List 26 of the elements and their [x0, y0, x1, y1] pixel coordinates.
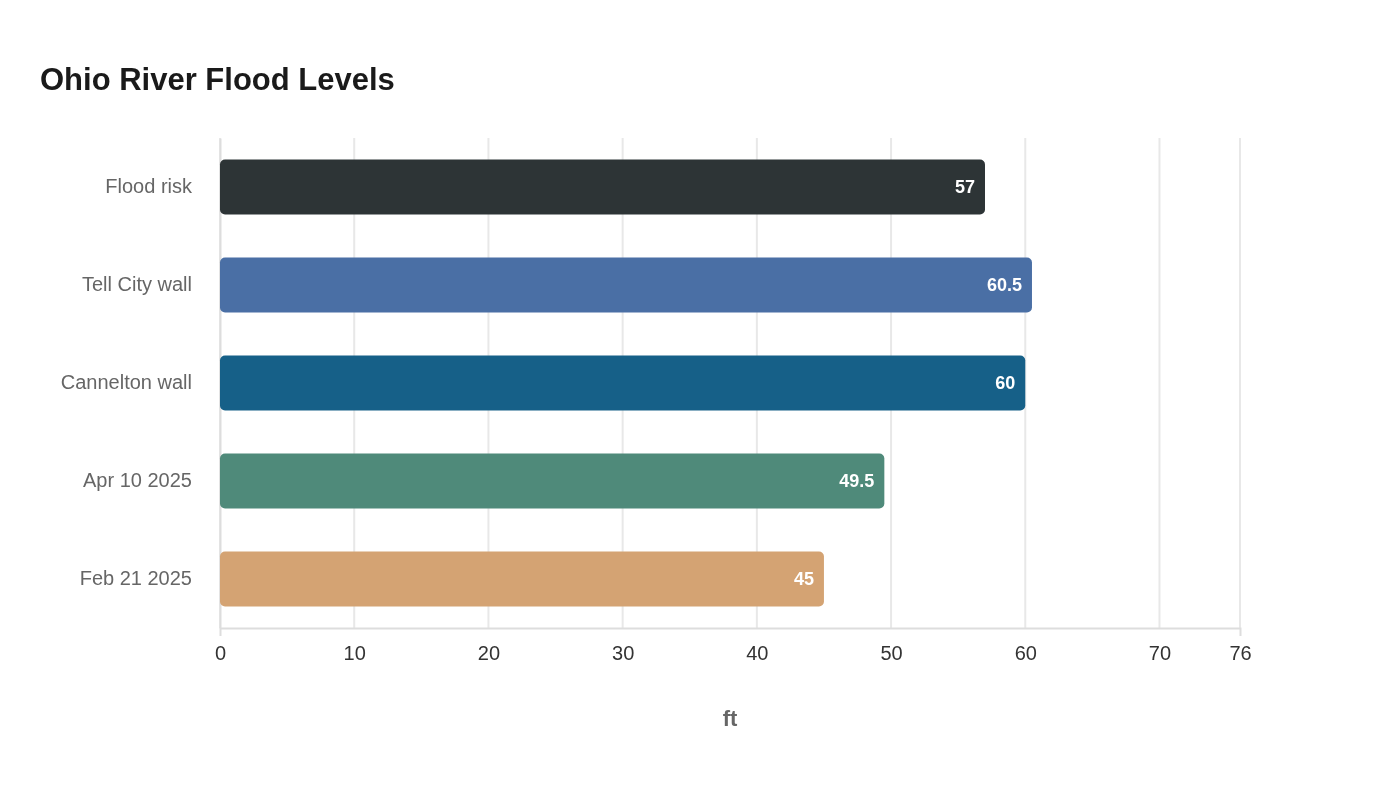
bar: [220, 355, 1026, 411]
x-tick-label: 10: [343, 642, 366, 665]
y-tick-label: Tell City wall: [81, 273, 192, 296]
x-tick-label: 30: [612, 642, 635, 665]
y-tick-label: Flood risk: [105, 175, 193, 198]
x-tick-label: 60: [1014, 642, 1037, 665]
y-tick-label: Cannelton wall: [60, 371, 192, 394]
bar: [220, 159, 985, 215]
data-label: 57: [954, 177, 975, 198]
x-tick-label: 20: [477, 642, 501, 665]
x-tick-label: 50: [880, 642, 903, 665]
bar: [220, 453, 885, 509]
data-label: 45: [793, 569, 814, 590]
x-tick-label: 76: [1229, 642, 1252, 665]
x-tick-label: 0: [214, 642, 227, 665]
y-tick-label: Feb 21 2025: [79, 567, 192, 590]
data-label: 60.5: [986, 275, 1022, 296]
data-label: 49.5: [839, 471, 875, 492]
bar: [220, 257, 1032, 313]
bar: [220, 551, 824, 607]
chart-title: Ohio River Flood Levels: [40, 62, 395, 97]
y-tick-label: Apr 10 2025: [83, 469, 192, 492]
x-axis-title: ft: [722, 706, 738, 731]
data-label: 60: [995, 373, 1016, 394]
x-tick-label: 40: [746, 642, 769, 665]
x-tick-label: 70: [1148, 642, 1172, 665]
